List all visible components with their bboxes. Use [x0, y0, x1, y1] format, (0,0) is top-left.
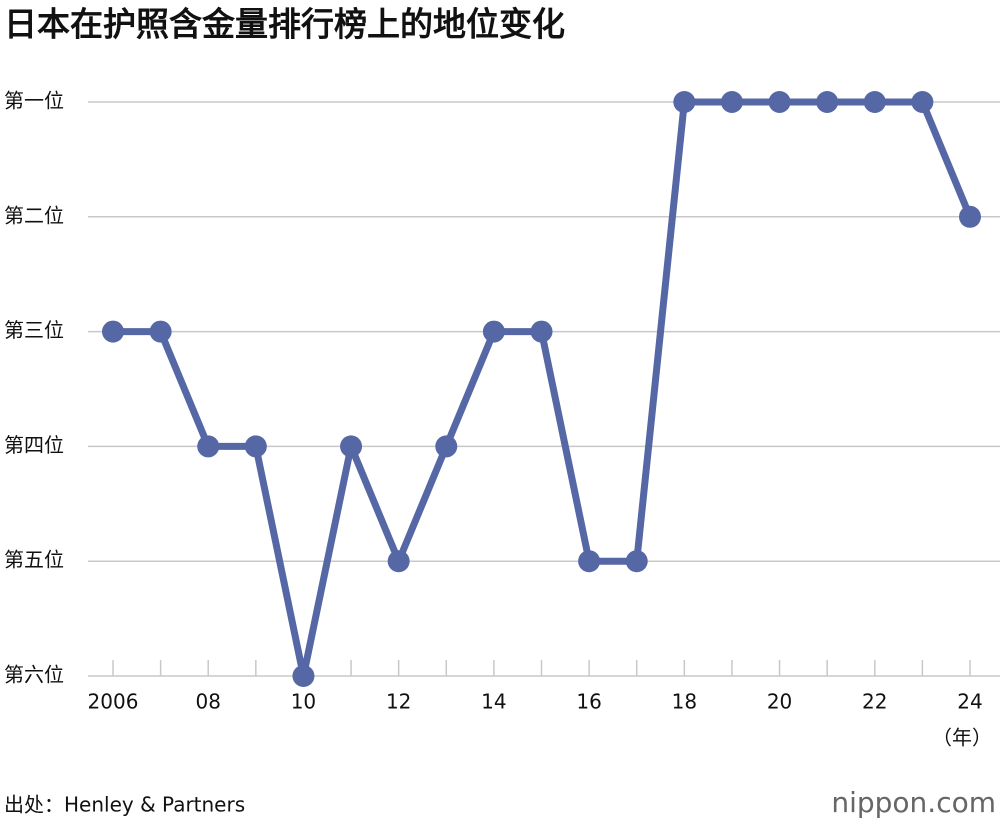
data-point — [435, 435, 458, 458]
x-tick-label: 24 — [957, 690, 982, 714]
x-tick-label: 22 — [862, 690, 887, 714]
logo: nippon.com — [831, 786, 996, 819]
x-tick-label: 12 — [386, 690, 411, 714]
x-tick-label: 10 — [291, 690, 316, 714]
data-point — [102, 320, 124, 343]
y-tick-label: 第四位 — [4, 433, 64, 457]
y-tick-label: 第六位 — [4, 663, 64, 687]
data-point — [625, 550, 648, 573]
data-point — [387, 550, 410, 573]
x-tick-label: 2006 — [88, 690, 139, 714]
data-point — [292, 665, 315, 687]
data-point — [340, 435, 363, 458]
data-point — [578, 550, 601, 573]
y-tick-label: 第三位 — [4, 318, 64, 342]
x-tick-label: 16 — [576, 690, 601, 714]
data-point — [816, 91, 839, 113]
data-point — [911, 91, 934, 113]
data-point — [720, 91, 743, 113]
data-point — [863, 91, 886, 113]
data-point — [530, 320, 553, 343]
y-tick-label: 第二位 — [4, 203, 64, 227]
x-tick-label: 18 — [672, 690, 697, 714]
series-line — [113, 98, 974, 680]
chart-title: 日本在护照含金量排行榜上的地位变化 — [4, 5, 565, 44]
data-point — [673, 91, 696, 113]
x-tick-label: 20 — [767, 690, 792, 714]
source: 出处：Henley & Partners — [4, 793, 245, 817]
y-tick-label: 第五位 — [4, 548, 64, 572]
x-axis-label: （年） — [932, 726, 992, 750]
x-tick-label: 08 — [195, 690, 220, 714]
y-tick-label: 第一位 — [4, 89, 64, 113]
x-tick-label: 14 — [481, 690, 506, 714]
data-point — [768, 91, 791, 113]
data-point — [482, 320, 505, 343]
data-point — [197, 435, 220, 458]
data-point — [244, 435, 267, 458]
data-point — [149, 320, 172, 343]
data-point — [959, 205, 981, 228]
